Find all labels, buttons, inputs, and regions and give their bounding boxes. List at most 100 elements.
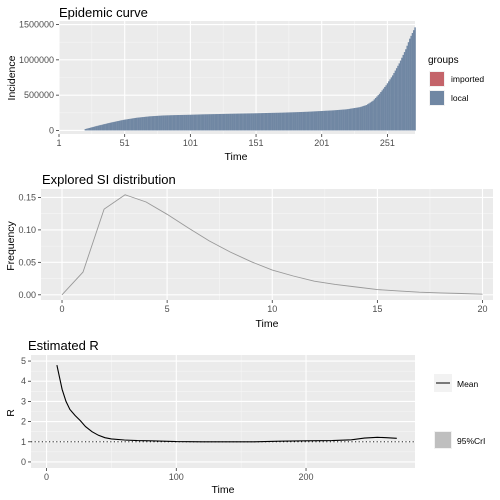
incidence-bar [251, 113, 253, 131]
incidence-bar [133, 118, 135, 131]
incidence-bar [104, 123, 106, 131]
incidence-bar [145, 116, 147, 131]
incidence-bar [309, 111, 311, 131]
incidence-bar [222, 113, 225, 131]
incidence-bar [322, 110, 324, 131]
incidence-bar [343, 109, 345, 131]
incidence-bar [230, 113, 232, 131]
incidence-bar [185, 114, 188, 131]
incidence-bar [334, 110, 336, 131]
incidence-bar [126, 119, 129, 131]
si-distribution-xlabel: Time [256, 318, 279, 330]
incidence-bar [264, 113, 267, 131]
estimated-r-ticks: 0 100 200 0 1 2 3 4 5 [21, 356, 314, 482]
incidence-bar [189, 114, 192, 131]
incidence-bar [256, 113, 259, 131]
incidence-bar [376, 96, 378, 131]
incidence-bar [290, 112, 293, 131]
incidence-bar [254, 113, 256, 131]
y-tick-label: 0.15 [18, 192, 36, 202]
incidence-bar [336, 110, 339, 131]
incidence-bar [355, 107, 357, 131]
incidence-bar [176, 115, 179, 131]
incidence-bar [246, 113, 248, 131]
incidence-bar [381, 90, 383, 131]
incidence-bar [349, 108, 352, 131]
incidence-bar [219, 113, 222, 131]
incidence-bar [105, 123, 108, 131]
incidence-bar [252, 113, 255, 131]
si-distribution-title: Explored SI distribution [42, 172, 176, 187]
y-tick-label: 1 [21, 437, 26, 447]
y-tick-label: 1500000 [19, 20, 54, 30]
incidence-bar [172, 115, 175, 131]
incidence-bar [187, 114, 189, 131]
incidence-bar [317, 111, 319, 131]
incidence-bar [390, 77, 393, 131]
incidence-bar [407, 42, 410, 131]
incidence-bar [268, 112, 270, 131]
incidence-bar [95, 126, 97, 131]
incidence-bar [118, 120, 121, 131]
estimated-r-plot-area [31, 355, 415, 468]
incidence-bar [212, 114, 214, 131]
legend-label-0: Mean [457, 379, 479, 389]
incidence-bar [389, 79, 391, 131]
incidence-bar [108, 123, 110, 131]
incidence-bar [225, 113, 227, 131]
incidence-bar [171, 115, 173, 131]
incidence-bar [93, 126, 96, 131]
incidence-bar [413, 30, 415, 131]
incidence-bar [175, 115, 177, 131]
incidence-bar [282, 112, 285, 131]
incidence-bar [152, 116, 155, 131]
incidence-bar [116, 121, 118, 131]
incidence-bar [183, 114, 185, 131]
incidence-bar [315, 111, 318, 131]
incidence-bar [368, 103, 370, 131]
incidence-bar [338, 109, 340, 131]
incidence-bar [394, 70, 397, 131]
incidence-bar [121, 120, 123, 131]
incidence-bar [276, 112, 278, 131]
incidence-bar [301, 111, 303, 131]
incidence-bar [303, 111, 306, 131]
incidence-bar [397, 65, 399, 131]
incidence-bar [96, 125, 98, 131]
incidence-bar [259, 113, 261, 131]
legend-label-1: 95%CrI [457, 436, 485, 446]
epidemic-curve-ylabel: Incidence [6, 55, 18, 100]
incidence-bar [99, 125, 101, 131]
y-tick-label: 0 [21, 457, 26, 467]
incidence-bar [208, 114, 210, 131]
y-tick-label: 5 [21, 356, 26, 366]
incidence-bar [124, 119, 126, 131]
incidence-bar [125, 119, 127, 131]
y-tick-label: 0.00 [18, 290, 36, 300]
incidence-bar [114, 121, 117, 131]
incidence-bar [280, 112, 282, 131]
incidence-bar [272, 112, 274, 131]
incidence-bar [323, 110, 326, 131]
incidence-bar [184, 114, 186, 131]
incidence-bar [414, 27, 416, 131]
incidence-bar [129, 118, 131, 131]
incidence-bar [382, 88, 385, 131]
incidence-bar [307, 111, 310, 131]
incidence-bar [269, 112, 272, 131]
incidence-bar [131, 118, 134, 131]
incidence-bar [406, 45, 408, 131]
incidence-bar [342, 109, 344, 131]
incidence-bar [300, 112, 302, 131]
incidence-bar [188, 114, 190, 131]
incidence-bar [260, 113, 263, 131]
incidence-bar [284, 112, 286, 131]
legend-key-crl [435, 432, 451, 448]
incidence-bar [353, 108, 356, 131]
incidence-bar [159, 115, 161, 131]
y-tick-label: 1000000 [19, 55, 54, 65]
incidence-bar [357, 107, 360, 131]
incidence-bar [370, 101, 373, 131]
incidence-bar [344, 109, 347, 131]
incidence-bar [168, 115, 171, 131]
